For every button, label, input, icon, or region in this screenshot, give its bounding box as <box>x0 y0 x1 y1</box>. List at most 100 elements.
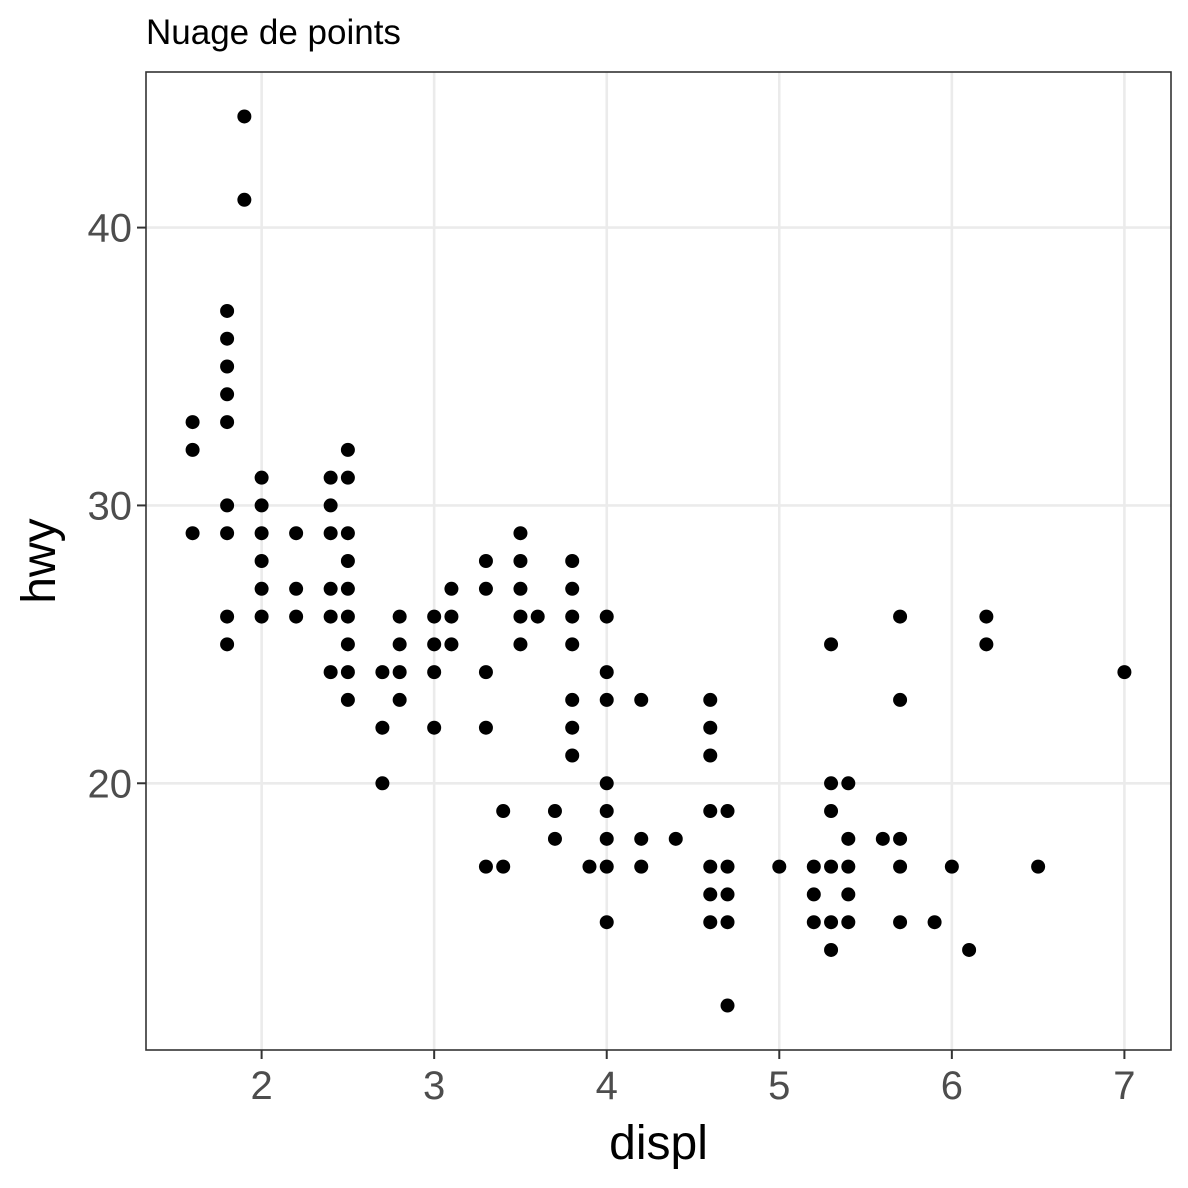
data-point <box>806 859 821 874</box>
data-point <box>962 942 977 957</box>
data-point <box>340 554 355 568</box>
data-point <box>634 859 649 874</box>
data-point <box>547 804 562 819</box>
data-point <box>340 692 355 707</box>
data-point <box>289 526 304 541</box>
data-point <box>496 859 511 874</box>
data-point <box>340 526 355 541</box>
data-point <box>927 915 942 930</box>
y-tick-label: 40 <box>88 207 133 251</box>
data-point <box>254 609 269 624</box>
data-point <box>478 581 493 596</box>
data-point <box>254 470 269 485</box>
data-point <box>703 804 718 819</box>
data-point <box>478 665 493 680</box>
data-point <box>599 609 614 624</box>
data-point <box>392 665 407 680</box>
data-point <box>237 109 252 124</box>
data-point <box>220 526 235 541</box>
data-point <box>979 609 994 624</box>
plot-panel-border <box>145 71 1172 1051</box>
data-point <box>392 637 407 652</box>
data-point <box>340 637 355 652</box>
data-point <box>565 748 580 763</box>
data-point <box>1117 665 1132 680</box>
x-tick-label: 2 <box>250 1064 272 1108</box>
data-point <box>720 859 735 874</box>
data-point <box>254 581 269 596</box>
data-point <box>478 859 493 874</box>
grid-lines <box>146 72 1171 1050</box>
data-point <box>513 637 528 652</box>
data-point <box>565 692 580 707</box>
data-point <box>703 859 718 874</box>
data-point <box>323 665 338 680</box>
data-point <box>720 887 735 902</box>
data-point <box>513 609 528 624</box>
data-point <box>478 720 493 735</box>
data-point <box>565 554 580 568</box>
data-point <box>547 831 562 846</box>
data-point <box>824 637 839 652</box>
data-point <box>323 526 338 541</box>
data-point <box>944 859 959 874</box>
data-point <box>427 637 442 652</box>
x-axis-title: displ <box>609 1117 708 1170</box>
data-point <box>289 609 304 624</box>
x-tick-label: 4 <box>596 1064 618 1108</box>
data-point <box>806 887 821 902</box>
data-point <box>599 804 614 819</box>
data-point <box>254 554 269 568</box>
data-point <box>375 720 390 735</box>
data-point <box>824 804 839 819</box>
data-point <box>323 470 338 485</box>
data-point <box>323 609 338 624</box>
data-point <box>323 581 338 596</box>
data-point <box>565 720 580 735</box>
data-point <box>254 526 269 541</box>
data-point <box>634 692 649 707</box>
data-points <box>185 109 1132 1013</box>
y-tick-label: 30 <box>88 484 133 528</box>
y-tick-label: 20 <box>88 762 133 806</box>
data-point <box>220 415 235 430</box>
data-point <box>496 804 511 819</box>
data-point <box>513 581 528 596</box>
data-point <box>427 609 442 624</box>
data-point <box>220 637 235 652</box>
x-tick-label: 7 <box>1113 1064 1135 1108</box>
data-point <box>220 331 235 346</box>
data-point <box>513 526 528 541</box>
data-point <box>599 665 614 680</box>
data-point <box>772 859 787 874</box>
data-point <box>444 609 459 624</box>
x-tick-label: 6 <box>941 1064 963 1108</box>
data-point <box>254 498 269 513</box>
data-point <box>841 887 856 902</box>
x-axis-ticks: 2 3 4 5 6 7 <box>250 1050 1136 1108</box>
data-point <box>668 831 683 846</box>
data-point <box>427 720 442 735</box>
data-point <box>237 192 252 207</box>
data-point <box>220 387 235 402</box>
data-point <box>323 498 338 513</box>
data-point <box>703 692 718 707</box>
data-point <box>340 581 355 596</box>
data-point <box>427 665 442 680</box>
data-point <box>444 581 459 596</box>
data-point <box>565 581 580 596</box>
data-point <box>565 637 580 652</box>
data-point <box>582 859 597 874</box>
data-point <box>220 609 235 624</box>
data-point <box>634 831 649 846</box>
data-point <box>375 665 390 680</box>
data-point <box>703 887 718 902</box>
data-point <box>185 442 200 457</box>
data-point <box>478 554 493 568</box>
data-point <box>703 748 718 763</box>
data-point <box>703 915 718 930</box>
data-point <box>893 915 908 930</box>
data-point <box>875 831 890 846</box>
data-point <box>893 859 908 874</box>
data-point <box>185 415 200 430</box>
